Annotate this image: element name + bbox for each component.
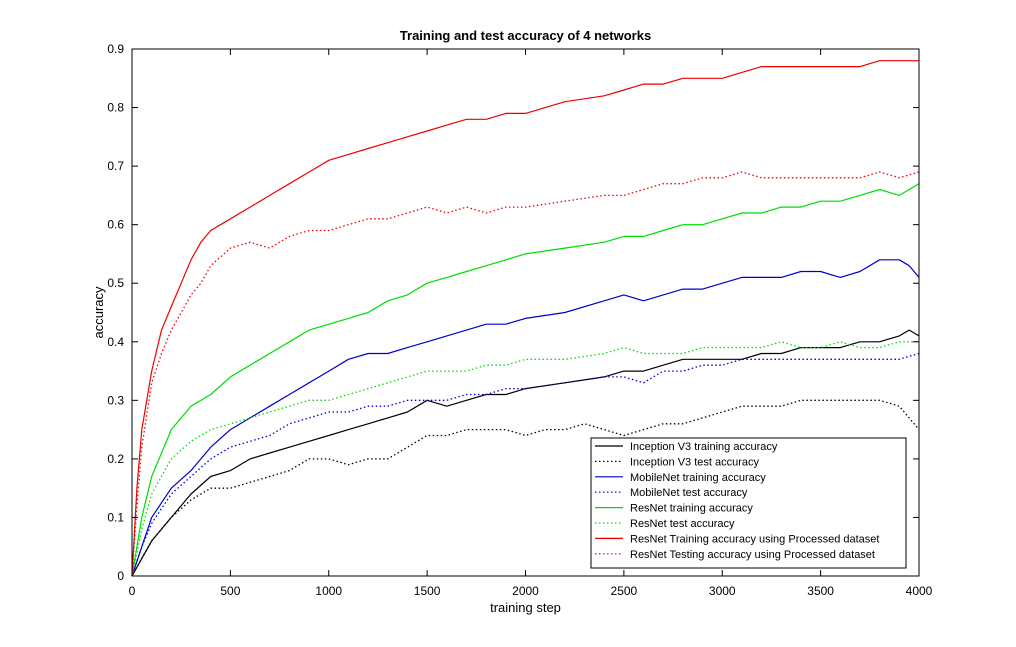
legend-label-5: ResNet training accuracy [630, 503, 753, 515]
series-line-3 [131, 259, 920, 577]
legend-label-4: MobileNet test accuracy [630, 487, 748, 499]
y-axis-title: accuracy [91, 286, 106, 339]
x-tick-label: 3000 [709, 584, 736, 598]
legend-label-8: ResNet Testing accuracy using Processed … [630, 549, 875, 561]
chart-title: Training and test accuracy of 4 networks [400, 28, 651, 43]
y-tick-label: 0.7 [107, 159, 124, 173]
legend-box [590, 437, 907, 569]
x-axis-title: training step [490, 600, 561, 615]
legend-label-3: MobileNet training accuracy [630, 472, 766, 484]
y-tick-label: 0.6 [107, 218, 124, 232]
legend: Inception V3 training accuracy Inception … [590, 437, 907, 569]
x-axis-ticks: 0 500 1000 1500 2000 2500 3000 3500 4000 [129, 49, 933, 598]
x-tick-label: 0 [129, 584, 136, 598]
y-tick-label: 0.8 [107, 101, 124, 115]
legend-label-1: Inception V3 training accuracy [630, 441, 778, 453]
series-line-2 [131, 399, 920, 577]
series-line-5 [131, 183, 920, 577]
x-tick-label: 4000 [906, 584, 933, 598]
series-line-7 [131, 60, 919, 577]
series-line-4 [131, 352, 920, 577]
y-tick-label: 0.4 [107, 335, 124, 349]
legend-label-2: Inception V3 test accuracy [630, 456, 760, 468]
y-tick-label: 0.3 [107, 393, 124, 407]
series-line-6 [131, 341, 919, 577]
x-tick-label: 3500 [807, 584, 834, 598]
series-line-1 [131, 329, 920, 577]
x-tick-label: 2500 [611, 584, 638, 598]
series-line-8 [131, 171, 920, 577]
series-lines [131, 60, 920, 577]
legend-label-7: ResNet Training accuracy using Processed… [630, 533, 879, 545]
y-tick-label: 0.2 [107, 452, 124, 466]
x-tick-label: 1000 [315, 584, 342, 598]
y-tick-label: 0.1 [107, 510, 124, 524]
y-axis-ticks: 0 0.1 0.2 0.3 0.4 0.5 0.6 0.7 0.8 0.9 [107, 42, 919, 583]
x-tick-label: 500 [220, 584, 240, 598]
legend-label-6: ResNet test accuracy [630, 518, 735, 530]
x-tick-label: 1500 [414, 584, 441, 598]
y-tick-label: 0.5 [107, 276, 124, 290]
y-tick-label: 0.9 [107, 42, 124, 56]
y-tick-label: 0 [117, 569, 124, 583]
x-tick-label: 2000 [512, 584, 539, 598]
